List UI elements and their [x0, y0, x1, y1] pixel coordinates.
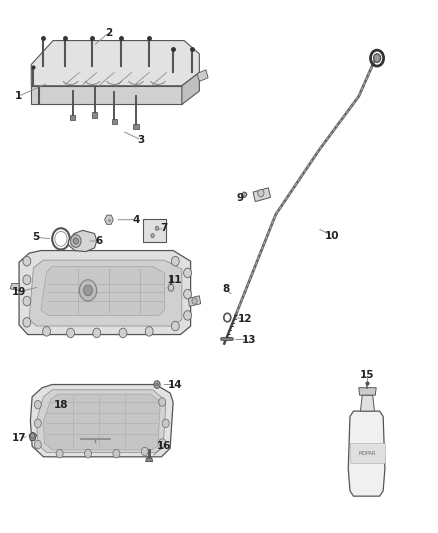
Text: 10: 10 [325, 231, 340, 241]
Text: MOPAR: MOPAR [359, 450, 376, 456]
Polygon shape [30, 384, 173, 457]
Circle shape [56, 449, 63, 458]
Polygon shape [31, 86, 182, 104]
Circle shape [141, 447, 148, 456]
Text: 9: 9 [237, 193, 244, 204]
Polygon shape [11, 284, 19, 290]
Circle shape [162, 419, 169, 427]
Circle shape [93, 328, 101, 338]
Circle shape [374, 54, 381, 62]
Polygon shape [188, 296, 201, 306]
Polygon shape [105, 215, 113, 224]
Text: 19: 19 [12, 287, 26, 297]
Circle shape [23, 275, 31, 285]
Circle shape [34, 400, 41, 409]
Polygon shape [360, 395, 374, 411]
Bar [112, 119, 117, 124]
Circle shape [23, 256, 31, 266]
Polygon shape [168, 285, 174, 291]
Bar [92, 112, 97, 118]
Circle shape [73, 238, 78, 244]
Text: 14: 14 [168, 379, 183, 390]
Polygon shape [253, 188, 271, 201]
Polygon shape [348, 411, 385, 496]
Text: 3: 3 [138, 135, 145, 145]
Circle shape [119, 328, 127, 338]
Polygon shape [146, 458, 152, 462]
Polygon shape [31, 41, 199, 86]
Polygon shape [182, 72, 199, 104]
Text: 6: 6 [95, 236, 102, 246]
FancyBboxPatch shape [143, 219, 166, 242]
Circle shape [23, 296, 31, 306]
Circle shape [151, 233, 154, 238]
Circle shape [85, 449, 92, 458]
Text: 2: 2 [106, 28, 113, 38]
Polygon shape [350, 443, 385, 463]
Circle shape [171, 321, 179, 331]
Circle shape [42, 327, 50, 336]
Circle shape [154, 381, 160, 388]
Circle shape [184, 268, 191, 278]
Text: 18: 18 [54, 400, 68, 410]
Polygon shape [43, 394, 160, 450]
Text: 1: 1 [14, 91, 22, 101]
Polygon shape [29, 432, 36, 440]
Polygon shape [68, 230, 97, 252]
Circle shape [71, 235, 81, 247]
Circle shape [242, 192, 247, 197]
Text: 16: 16 [157, 441, 172, 451]
Circle shape [184, 311, 191, 320]
Circle shape [258, 189, 264, 197]
Circle shape [34, 419, 41, 427]
Polygon shape [197, 70, 208, 82]
Text: 8: 8 [222, 284, 229, 294]
Polygon shape [19, 251, 191, 335]
Circle shape [113, 449, 120, 458]
Circle shape [184, 289, 191, 299]
Text: 17: 17 [12, 433, 26, 443]
Circle shape [159, 398, 166, 406]
Polygon shape [359, 387, 376, 395]
Text: 15: 15 [360, 370, 374, 381]
Text: 11: 11 [168, 275, 183, 285]
Circle shape [171, 256, 179, 266]
Text: 7: 7 [161, 223, 168, 233]
Text: 5: 5 [32, 232, 39, 243]
Circle shape [192, 298, 197, 304]
Circle shape [159, 439, 166, 447]
Circle shape [145, 327, 153, 336]
Circle shape [155, 383, 158, 386]
Circle shape [67, 328, 74, 338]
Circle shape [84, 285, 92, 296]
Circle shape [155, 226, 159, 230]
Circle shape [23, 318, 31, 327]
Polygon shape [41, 266, 164, 316]
Polygon shape [29, 260, 182, 326]
Circle shape [79, 280, 97, 301]
Circle shape [34, 440, 41, 449]
Text: 13: 13 [241, 335, 256, 345]
Text: 4: 4 [132, 215, 140, 225]
Text: 12: 12 [238, 313, 252, 324]
Bar [134, 124, 139, 130]
Polygon shape [36, 390, 166, 453]
Bar [70, 115, 75, 120]
